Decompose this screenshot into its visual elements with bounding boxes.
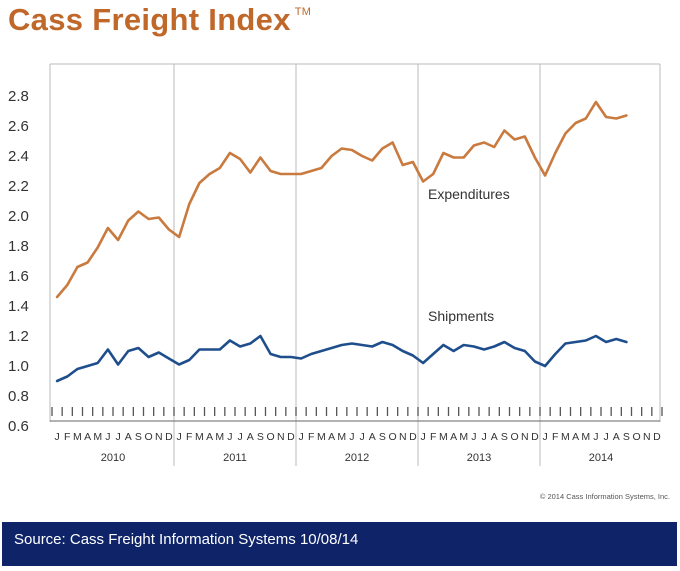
month-tick-label: O [144,431,152,443]
month-tick-label: S [501,431,508,443]
month-tick-label: N [643,431,651,443]
month-tick-label: A [125,431,132,443]
y-tick-label: 1.0 [8,358,29,375]
year-label: 2012 [345,452,369,464]
series-lines [55,100,628,383]
month-tick-label: O [266,431,274,443]
month-tick-label: N [155,431,163,443]
month-tick-label: D [287,431,295,443]
chart-title-text: Cass Freight Index [8,2,291,37]
month-tick-label: M [581,431,590,443]
month-tick-label: D [409,431,417,443]
month-tick-label: J [54,431,59,443]
month-tick-label: J [542,431,547,443]
month-tick-label: A [84,431,91,443]
month-tick-label: N [277,431,285,443]
month-tick-label: A [247,431,254,443]
y-tick-label: 1.4 [8,298,29,315]
year-label: 2013 [467,452,491,464]
month-tick-label: F [186,431,192,443]
month-tick-label: J [420,431,425,443]
month-tick-label: O [510,431,518,443]
month-tick-label: A [572,431,579,443]
month-tick-label: J [593,431,598,443]
y-tick-label: 2.2 [8,178,29,195]
month-tick-label: D [165,431,173,443]
month-tick-label: F [552,431,558,443]
expenditures-line [55,100,628,299]
month-tick-label: J [603,431,608,443]
month-tick-label: J [481,431,486,443]
month-tick-label: A [328,431,335,443]
month-tick-label: A [491,431,498,443]
month-tick-label: N [521,431,529,443]
year-label: 2011 [223,452,247,464]
month-tick-label: M [195,431,204,443]
month-tick-label: J [176,431,181,443]
y-axis: 0.6 0.8 1.0 1.2 1.4 1.6 1.8 2.0 2.2 2.4 2.6 2.8 [8,88,29,435]
year-label: 2010 [101,452,125,464]
y-tick-label: 2.0 [8,208,29,225]
y-tick-label: 1.6 [8,268,29,285]
y-tick-label: 0.8 [8,388,29,405]
month-tick-label: J [471,431,476,443]
y-tick-label: 2.4 [8,148,29,165]
month-tick-label: O [388,431,396,443]
month-tick-label: A [369,431,376,443]
y-tick-label: 2.8 [8,88,29,105]
month-tick-label: J [298,431,303,443]
shipments-series-label: Shipments [428,308,494,324]
month-tick-label: S [257,431,264,443]
source-bar: Source: Cass Freight Information Systems… [2,522,677,566]
y-tick-label: 0.6 [8,418,29,435]
month-tick-label: N [399,431,407,443]
month-tick-label: J [359,431,364,443]
month-tick-label: M [459,431,468,443]
month-tick-label: J [349,431,354,443]
y-tick-label: 2.6 [8,118,29,135]
chart-title: Cass Freight Index TM [8,2,311,38]
month-tick-label: D [531,431,539,443]
month-tick-label: M [337,431,346,443]
y-tick-label: 1.2 [8,328,29,345]
year-label: 2014 [589,452,613,464]
month-tick-label: S [379,431,386,443]
month-tick-label: F [64,431,70,443]
month-tick-label: A [206,431,213,443]
y-tick-label: 1.8 [8,238,29,255]
month-tick-label: S [135,431,142,443]
month-tick-label: F [308,431,314,443]
year-grid [49,63,661,466]
copyright-notice: © 2014 Cass Information Systems, Inc. [540,492,670,501]
month-tick-label: M [73,431,82,443]
month-tick-label: O [632,431,640,443]
month-tick-label: M [93,431,102,443]
month-tick-label: J [237,431,242,443]
month-tick-label: S [623,431,630,443]
expenditures-series-label: Expenditures [428,186,510,202]
month-tick-label: D [653,431,661,443]
month-tick-label: F [430,431,436,443]
month-tick-label: M [317,431,326,443]
source-text: Source: Cass Freight Information Systems… [14,531,359,548]
trademark-mark: TM [294,6,312,18]
month-tick-label: J [115,431,120,443]
month-tick-label: M [215,431,224,443]
shipments-line [55,334,628,383]
month-tick-label: A [450,431,457,443]
month-tick-label: J [105,431,110,443]
month-tick-label: A [613,431,620,443]
month-tick-label: M [561,431,570,443]
month-tick-label: M [439,431,448,443]
month-tick-label: J [227,431,232,443]
